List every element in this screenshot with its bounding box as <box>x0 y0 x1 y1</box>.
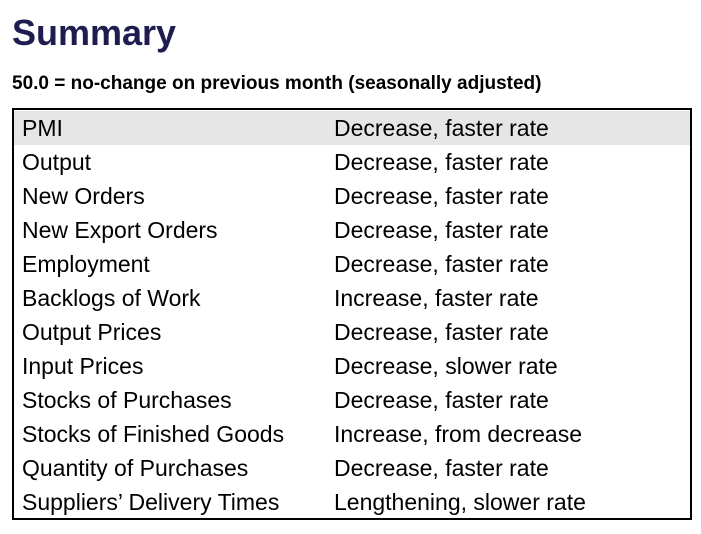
page-title: Summary <box>12 12 177 53</box>
status-cell: Decrease, faster rate <box>334 216 549 243</box>
indicator-cell: New Export Orders <box>22 216 218 243</box>
status-cell: Decrease, faster rate <box>334 250 549 277</box>
status-cell: Decrease, faster rate <box>334 454 549 481</box>
indicator-cell: Output Prices <box>22 318 162 345</box>
indicator-cell: Stocks of Finished Goods <box>22 420 285 447</box>
table-row-new-export-orders: New Export Orders Decrease, faster rate <box>14 213 690 247</box>
status-cell: Decrease, slower rate <box>334 352 558 379</box>
table-row-input-prices: Input Prices Decrease, slower rate <box>14 349 690 383</box>
status-cell: Increase, from decrease <box>334 420 583 447</box>
table-row-new-orders: New Orders Decrease, faster rate <box>14 179 690 213</box>
status-cell: Decrease, faster rate <box>334 386 549 413</box>
table-row-quantity-of-purchases: Quantity of Purchases Decrease, faster r… <box>14 451 690 485</box>
indicator-cell: Input Prices <box>22 352 144 379</box>
page-subtitle: 50.0 = no-change on previous month (seas… <box>12 73 542 94</box>
indicator-cell: Employment <box>22 250 150 277</box>
indicator-cell: New Orders <box>22 182 145 209</box>
indicator-cell: Quantity of Purchases <box>22 454 249 481</box>
indicator-cell: Stocks of Purchases <box>22 386 232 413</box>
status-cell: Lengthening, slower rate <box>334 488 586 515</box>
indicator-cell: Suppliers’ Delivery Times <box>22 488 280 515</box>
table-row-output: Output Decrease, faster rate <box>14 145 690 179</box>
indicator-cell: Output <box>22 148 92 175</box>
table-row-stocks-of-finished-goods: Stocks of Finished Goods Increase, from … <box>14 417 690 451</box>
status-cell: Decrease, faster rate <box>334 182 549 209</box>
status-cell: Decrease, faster rate <box>334 114 549 141</box>
table-row-stocks-of-purchases: Stocks of Purchases Decrease, faster rat… <box>14 383 690 417</box>
table-row-backlogs-of-work: Backlogs of Work Increase, faster rate <box>14 281 690 315</box>
table-row-suppliers-delivery-times: Suppliers’ Delivery Times Lengthening, s… <box>14 485 690 518</box>
summary-table: PMI Decrease, faster rate Output Decreas… <box>12 108 692 520</box>
indicator-cell: PMI <box>22 114 63 141</box>
table-row-employment: Employment Decrease, faster rate <box>14 247 690 281</box>
table-row-output-prices: Output Prices Decrease, faster rate <box>14 315 690 349</box>
table-row-pmi: PMI Decrease, faster rate <box>14 111 690 145</box>
status-cell: Increase, faster rate <box>334 284 539 311</box>
status-cell: Decrease, faster rate <box>334 148 549 175</box>
indicator-cell: Backlogs of Work <box>22 284 201 311</box>
status-cell: Decrease, faster rate <box>334 318 549 345</box>
